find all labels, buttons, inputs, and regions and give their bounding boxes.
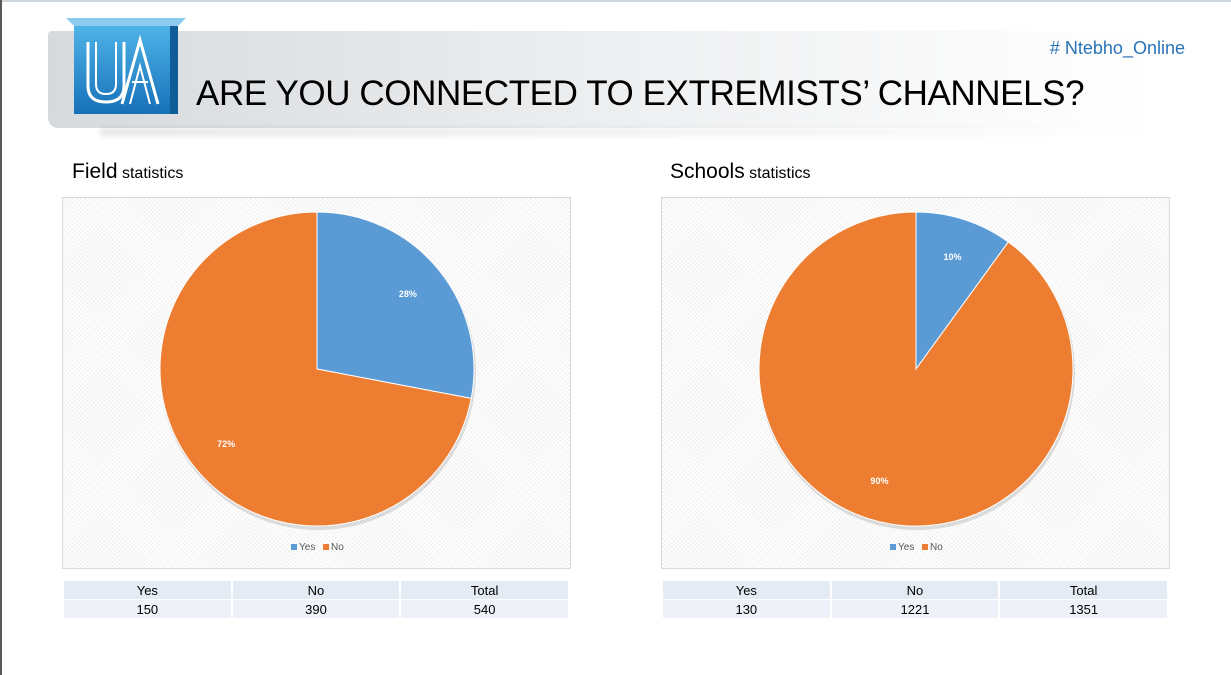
schools-stats-table: Yes No Total 130 1221 1351 bbox=[661, 580, 1169, 619]
schools-title-sub: statistics bbox=[749, 165, 811, 182]
table-header-row: Yes No Total bbox=[64, 581, 568, 599]
table-cell: 1221 bbox=[831, 600, 999, 618]
field-title-main: Field bbox=[72, 160, 118, 183]
title-banner bbox=[48, 31, 1158, 128]
legend-label-yes: Yes bbox=[299, 542, 315, 553]
table-header-row: Yes No Total bbox=[663, 581, 1167, 599]
pie-data-label: 72% bbox=[217, 439, 235, 449]
schools-title-main: Schools bbox=[670, 160, 745, 183]
table-header-cell: Total bbox=[401, 581, 568, 599]
table-header-cell: Yes bbox=[663, 581, 830, 599]
field-pie-svg: 28% 72% Yes No bbox=[159, 211, 476, 553]
pie-slice-yes bbox=[915, 211, 1009, 371]
field-section-title: Field statistics bbox=[72, 160, 183, 184]
schools-section-title: Schools statistics bbox=[670, 160, 811, 184]
legend-swatch-yes bbox=[291, 544, 297, 550]
ua-logo bbox=[66, 18, 186, 114]
schools-pie-svg: 10% 90% Yes No bbox=[758, 211, 1075, 553]
legend-label-no: No bbox=[331, 542, 344, 553]
table-cell: 130 bbox=[663, 600, 830, 618]
legend-swatch-no bbox=[323, 544, 329, 550]
hashtag-link[interactable]: # Ntebho_Online bbox=[1049, 38, 1185, 58]
table-header-cell: No bbox=[831, 581, 999, 599]
table-header-cell: Total bbox=[1000, 581, 1167, 599]
pie-slice-yes bbox=[316, 211, 475, 400]
table-row: 150 390 540 bbox=[64, 600, 568, 618]
legend-swatch-no bbox=[922, 544, 928, 550]
top-border bbox=[0, 0, 1231, 2]
table-header-cell: No bbox=[232, 581, 400, 599]
field-title-sub: statistics bbox=[121, 165, 184, 182]
field-pie-chart: 28% 72% Yes No bbox=[62, 197, 571, 569]
left-border bbox=[0, 0, 2, 675]
table-cell: 390 bbox=[232, 600, 400, 618]
table-cell: 150 bbox=[64, 600, 231, 618]
legend-swatch-yes bbox=[890, 544, 896, 550]
pie-slice-no bbox=[159, 211, 472, 527]
title-banner-shadow bbox=[100, 128, 1160, 136]
pie-slice-no bbox=[758, 211, 1074, 527]
schools-pie-chart: 10% 90% Yes No bbox=[661, 197, 1170, 569]
legend-label-no: No bbox=[930, 542, 943, 553]
table-cell: 540 bbox=[401, 600, 568, 618]
table-cell: 1351 bbox=[1000, 600, 1167, 618]
field-stats-table: Yes No Total 150 390 540 bbox=[62, 580, 570, 619]
pie-data-label: 10% bbox=[943, 252, 961, 262]
legend-label-yes: Yes bbox=[898, 542, 914, 553]
table-header-cell: Yes bbox=[64, 581, 231, 599]
table-row: 130 1221 1351 bbox=[663, 600, 1167, 618]
pie-data-label: 28% bbox=[399, 289, 417, 299]
page-title: ARE YOU CONNECTED TO EXTREMISTS’ CHANNEL… bbox=[196, 74, 1085, 113]
pie-data-label: 90% bbox=[870, 476, 888, 486]
